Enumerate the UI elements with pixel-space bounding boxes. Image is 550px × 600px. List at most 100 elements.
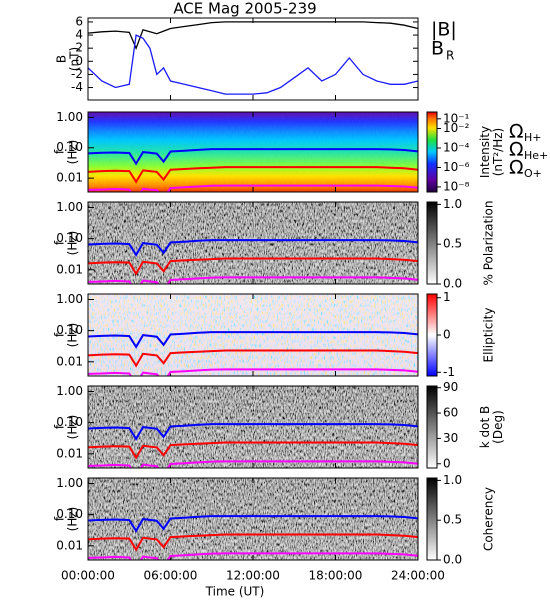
y-tick-label: 1.00 [56, 200, 83, 214]
y-tick-label: 0.10 [56, 323, 83, 337]
legend-label: Ω [509, 139, 524, 161]
legend-label: B [431, 38, 444, 60]
gyrofrequency-line [88, 349, 418, 368]
y-tick-label: 0.10 [56, 140, 83, 154]
colorbar-tick-label: 10⁻⁶ [443, 160, 470, 174]
colorbar-tick-label: 0.5 [443, 513, 462, 527]
colorbar [426, 293, 438, 377]
x-tick-label: 24:00:00 [391, 569, 445, 583]
colorbar-label: (Deg) [491, 410, 505, 444]
y-tick-label: -2 [71, 67, 83, 81]
colorbar-label: Intensity [478, 126, 492, 178]
colorbar-tick-label: -1 [443, 365, 455, 379]
y-axis-label: (nT) [68, 47, 82, 71]
y-tick-label: 4 [75, 28, 83, 42]
colorbar-tick-label: 0 [443, 456, 451, 470]
gyrofrequency-line [88, 368, 418, 376]
colorbar-tick-label: 0 [443, 328, 451, 342]
x-tick-label: 12:00:00 [226, 569, 280, 583]
x-tick-label: 00:00:00 [61, 569, 115, 583]
y-tick-label: 0.10 [56, 507, 83, 521]
plot-frame [87, 385, 419, 469]
y-axis-label: (Hz) [66, 231, 80, 256]
y-tick-label: 0.01 [56, 538, 83, 552]
colorbar-tick-label: 30 [443, 431, 458, 445]
colorbar [426, 385, 438, 469]
plot-frame [87, 477, 419, 561]
y-tick-label: 0.01 [56, 354, 83, 368]
colorbar [426, 201, 438, 285]
colorbar-tick-label: 10⁻¹ [443, 111, 470, 125]
gyrofrequency-line [88, 331, 418, 349]
colorbar-tick-label: 1 [443, 290, 451, 304]
colorbar-tick-label: 90 [443, 380, 458, 394]
y-axis-label: (Hz) [66, 507, 80, 532]
y-axis-label: (Hz) [66, 323, 80, 348]
legend-subscript: He+ [524, 149, 548, 162]
colorbar-label: (nT²/Hz) [491, 128, 505, 176]
y-tick-label: 0 [75, 54, 83, 68]
gyrofrequency-line [88, 257, 418, 276]
y-axis-label: (Hz) [66, 415, 80, 440]
y-tick-label: -4 [71, 80, 83, 94]
y-tick-label: 0.10 [56, 415, 83, 429]
colorbar-tick-label: 0.0 [443, 277, 462, 291]
colorbar-tick-label: 10⁻⁴ [443, 140, 470, 154]
legend-subscript: O+ [524, 167, 542, 180]
gyrofrequency-line [88, 533, 418, 552]
gyrofrequency-line [88, 148, 418, 166]
chart-title: ACE Mag 2005-239 [173, 0, 316, 18]
x-tick-label: 18:00:00 [309, 569, 363, 583]
gyrofrequency-line [88, 441, 418, 460]
legend-subscript: R [446, 49, 454, 63]
y-tick-label: 6 [75, 14, 83, 28]
y-axis-label: (Hz) [66, 140, 80, 165]
y-tick-label: 0.01 [56, 171, 83, 185]
colorbar [426, 111, 438, 193]
plot-frame [87, 293, 419, 377]
colorbar-label: Ellipticity [482, 308, 496, 363]
legend-label: Ω [509, 157, 524, 179]
y-tick-label: 0.01 [56, 446, 83, 460]
y-tick-label: 2 [75, 41, 83, 55]
y-axis-label: f [53, 240, 67, 245]
plot-frame [87, 111, 419, 193]
colorbar-tick-label: 10⁻⁸ [443, 179, 470, 193]
gyrofrequency-line [88, 184, 418, 192]
y-axis-label: f [53, 424, 67, 429]
y-axis-label: B [55, 55, 69, 63]
colorbar-label: k dot B [478, 406, 492, 448]
x-tick-label: 06:00:00 [144, 569, 198, 583]
y-tick-label: 1.00 [56, 476, 83, 490]
y-axis-label: f [53, 332, 67, 337]
y-tick-label: 1.00 [56, 384, 83, 398]
colorbar [426, 477, 438, 561]
plot-frame [87, 17, 419, 101]
colorbar-tick-label: 60 [443, 406, 458, 420]
gyrofrequency-line [88, 460, 418, 468]
gyrofrequency-line [88, 239, 418, 257]
legend-subscript: H+ [524, 131, 542, 144]
data-line [88, 34, 418, 95]
data-line [88, 21, 418, 50]
legend-label: Ω [509, 121, 524, 143]
gyrofrequency-line [88, 552, 418, 560]
colorbar-tick-label: 1.0 [443, 197, 462, 211]
gyrofrequency-line [88, 276, 418, 284]
x-axis-label: Time (UT) [205, 585, 265, 599]
y-axis-label: f [53, 149, 67, 154]
y-tick-label: 0.01 [56, 262, 83, 276]
y-tick-label: 1.00 [56, 292, 83, 306]
colorbar-tick-label: 1.0 [443, 473, 462, 487]
y-tick-label: 1.00 [56, 110, 83, 124]
colorbar-tick-label: 0.5 [443, 237, 462, 251]
colorbar-label: % Polarization [482, 201, 496, 286]
colorbar-tick-label: 0.0 [443, 553, 462, 567]
y-tick-label: 0.10 [56, 231, 83, 245]
legend-label: |B| [431, 19, 457, 41]
plot-frame [87, 201, 419, 285]
colorbar-label: Coherency [482, 487, 496, 551]
gyrofrequency-line [88, 515, 418, 533]
